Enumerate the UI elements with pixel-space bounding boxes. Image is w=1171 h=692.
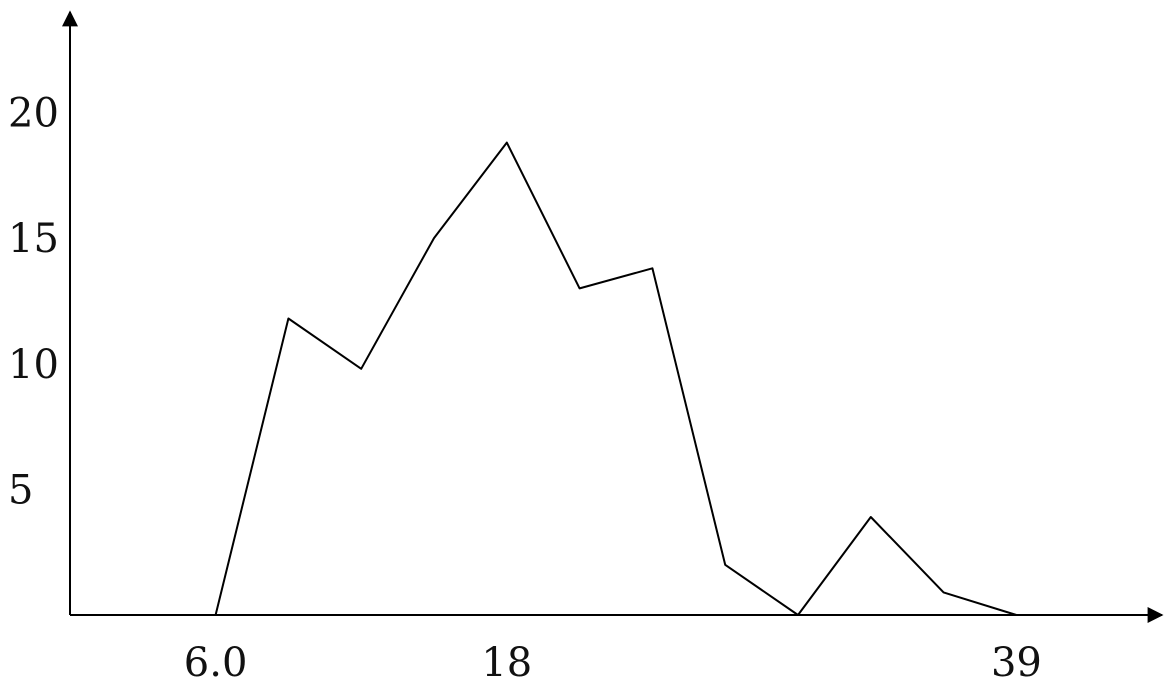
y-tick-label: 20	[8, 91, 59, 137]
series-layer	[214, 141, 1018, 616]
y-tick-label: 10	[8, 342, 59, 388]
x-tick-label: 39	[991, 640, 1042, 686]
x-tick-labels: 6.0 18 39	[184, 640, 1042, 686]
x-tick-label: 18	[481, 640, 532, 686]
x-tick-label: 6.0	[184, 640, 248, 686]
y-tick-label: 5	[8, 467, 33, 513]
y-tick-label: 15	[8, 216, 59, 262]
series-line	[214, 141, 1018, 616]
y-tick-labels: 5 10 15 20	[8, 91, 59, 514]
